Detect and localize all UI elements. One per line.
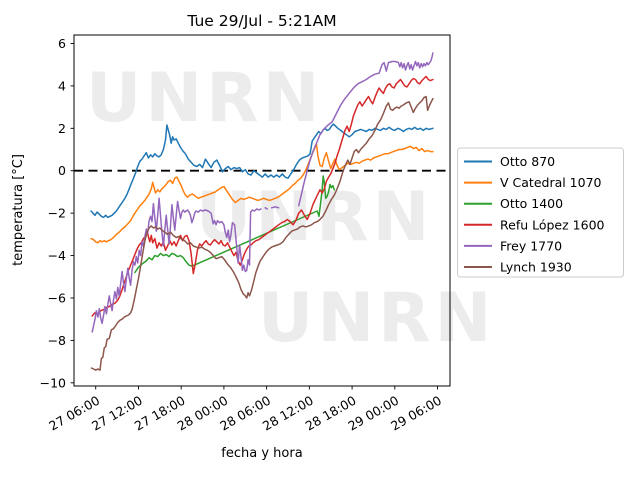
y-tick-label: 2 (58, 121, 66, 136)
legend-label: Otto 870 (500, 154, 555, 169)
y-tick-label: 6 (58, 36, 66, 51)
watermark-layer: UNRN UNRN UNRN (86, 59, 495, 358)
y-axis-ticks: −10 −8 −6 −4 −2 0 2 4 6 (40, 36, 74, 390)
y-tick-label: −10 (40, 375, 66, 390)
series-line-frey-1770 (91, 52, 434, 333)
y-tick-label: −4 (48, 248, 66, 263)
series-line-otto-870 (90, 123, 434, 219)
series-line-otto-1400 (134, 175, 336, 274)
series-line-v-catedral-1070 (90, 143, 434, 244)
legend: Otto 870 V Catedral 1070 Otto 1400 Refu Lóp… (457, 147, 624, 278)
y-axis-label: temperatura [°C] (11, 154, 26, 266)
legend-label: Otto 1400 (500, 196, 563, 211)
watermark-text: UNRN (86, 59, 323, 138)
legend-item-otto-870: Otto 870 (464, 154, 555, 169)
chart-title: Tue 29/Jul - 5:21AM (186, 12, 336, 30)
watermark-text: UNRN (196, 178, 433, 257)
y-tick-label: 0 (58, 163, 66, 178)
y-tick-label: −6 (48, 290, 66, 305)
x-axis-label: fecha y hora (221, 446, 302, 461)
legend-item-otto-1400: Otto 1400 (464, 196, 563, 211)
legend-item-frey-1770: Frey 1770 (464, 238, 562, 253)
plot-border (73, 34, 451, 387)
legend-frame (457, 147, 624, 278)
legend-label: Refu López 1600 (500, 217, 605, 232)
legend-item-refu-lopez-1600: Refu López 1600 (464, 217, 605, 232)
y-tick-label: 4 (58, 78, 66, 93)
legend-item-v-catedral-1070: V Catedral 1070 (464, 175, 602, 190)
y-tick-label: −2 (48, 206, 66, 221)
series-line-lynch-1930 (90, 95, 434, 371)
series-lines (90, 52, 434, 371)
legend-items: Otto 870 V Catedral 1070 Otto 1400 Refu Lóp… (464, 154, 605, 275)
y-tick-label: −8 (48, 333, 66, 348)
legend-label: Frey 1770 (500, 238, 562, 253)
legend-label: Lynch 1930 (500, 260, 572, 275)
watermark-text: UNRN (258, 279, 495, 358)
series-line-refu-lopez-1600 (91, 75, 434, 317)
legend-item-lynch-1930: Lynch 1930 (464, 260, 572, 275)
legend-label: V Catedral 1070 (500, 175, 602, 190)
